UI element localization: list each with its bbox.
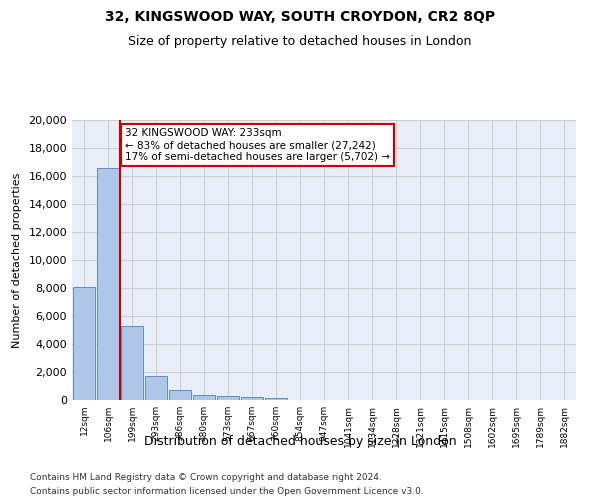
Bar <box>97 168 119 400</box>
Bar <box>145 376 167 400</box>
Bar <box>73 286 95 400</box>
Text: Contains public sector information licensed under the Open Government Licence v3: Contains public sector information licen… <box>30 488 424 496</box>
Bar <box>265 398 287 400</box>
Bar <box>169 390 191 400</box>
Text: Contains HM Land Registry data © Crown copyright and database right 2024.: Contains HM Land Registry data © Crown c… <box>30 472 382 482</box>
Y-axis label: Number of detached properties: Number of detached properties <box>11 172 22 348</box>
Bar <box>193 394 215 400</box>
Text: 32, KINGSWOOD WAY, SOUTH CROYDON, CR2 8QP: 32, KINGSWOOD WAY, SOUTH CROYDON, CR2 8Q… <box>105 10 495 24</box>
Bar <box>217 396 239 400</box>
Bar <box>121 326 143 400</box>
Text: Distribution of detached houses by size in London: Distribution of detached houses by size … <box>143 435 457 448</box>
Bar <box>241 397 263 400</box>
Text: 32 KINGSWOOD WAY: 233sqm
← 83% of detached houses are smaller (27,242)
17% of se: 32 KINGSWOOD WAY: 233sqm ← 83% of detach… <box>125 128 390 162</box>
Text: Size of property relative to detached houses in London: Size of property relative to detached ho… <box>128 35 472 48</box>
